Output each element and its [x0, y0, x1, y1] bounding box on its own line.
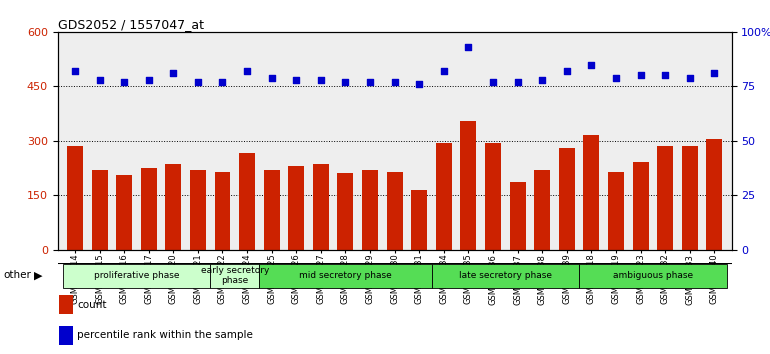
Point: [511, 79, 524, 85]
Text: late secretory phase: late secretory phase: [459, 271, 552, 280]
Bar: [436, 143, 452, 250]
Point: [315, 77, 327, 82]
Text: ambiguous phase: ambiguous phase: [613, 271, 693, 280]
Bar: [337, 173, 353, 250]
Bar: [584, 135, 599, 250]
Bar: [141, 168, 157, 250]
Text: count: count: [77, 299, 106, 310]
Point: [266, 75, 278, 80]
Bar: [62, 263, 210, 288]
Bar: [239, 153, 255, 250]
Point: [69, 68, 81, 74]
Bar: [362, 170, 378, 250]
Point: [585, 62, 598, 67]
Bar: [485, 143, 501, 250]
Point: [340, 79, 352, 85]
Bar: [534, 170, 550, 250]
Point: [290, 77, 303, 82]
Point: [216, 79, 229, 85]
Bar: [387, 172, 403, 250]
Bar: [263, 170, 280, 250]
Bar: [632, 162, 648, 250]
Bar: [288, 166, 304, 250]
Bar: [190, 170, 206, 250]
Bar: [411, 190, 427, 250]
Point: [167, 70, 179, 76]
Text: proliferative phase: proliferative phase: [94, 271, 179, 280]
Point: [437, 68, 450, 74]
Text: mid secretory phase: mid secretory phase: [299, 271, 392, 280]
Bar: [92, 170, 108, 250]
Bar: [259, 263, 431, 288]
Text: early secretory
phase: early secretory phase: [201, 266, 269, 285]
Point: [118, 79, 130, 85]
Point: [708, 70, 721, 76]
Point: [364, 79, 377, 85]
Bar: [460, 121, 477, 250]
Point: [462, 44, 474, 50]
Point: [487, 79, 499, 85]
Text: ▶: ▶: [34, 270, 42, 280]
Point: [634, 73, 647, 78]
Point: [413, 81, 425, 87]
Point: [388, 79, 400, 85]
Bar: [657, 146, 673, 250]
Bar: [510, 182, 526, 250]
Bar: [166, 164, 181, 250]
Point: [192, 79, 204, 85]
Bar: [681, 146, 698, 250]
Bar: [579, 263, 727, 288]
Bar: [215, 172, 230, 250]
Bar: [313, 164, 329, 250]
Bar: [608, 172, 624, 250]
Text: percentile rank within the sample: percentile rank within the sample: [77, 330, 253, 340]
Bar: [706, 139, 722, 250]
Bar: [559, 148, 574, 250]
Bar: [210, 263, 259, 288]
Bar: [116, 175, 132, 250]
Point: [561, 68, 573, 74]
Point: [93, 77, 105, 82]
Text: other: other: [4, 270, 32, 280]
Bar: [431, 263, 579, 288]
Point: [536, 77, 548, 82]
Point: [142, 77, 155, 82]
Text: GDS2052 / 1557047_at: GDS2052 / 1557047_at: [58, 18, 204, 31]
Point: [610, 75, 622, 80]
Point: [659, 73, 671, 78]
Point: [684, 75, 696, 80]
Bar: [67, 146, 83, 250]
Point: [241, 68, 253, 74]
